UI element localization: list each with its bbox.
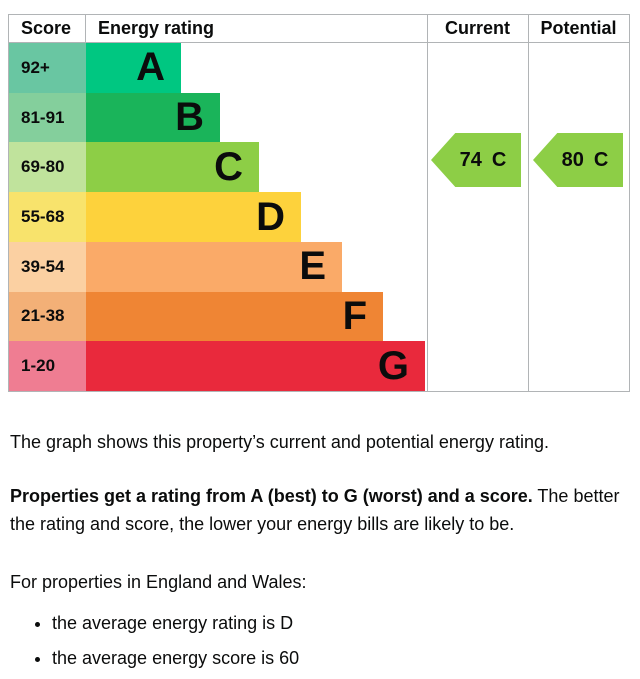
header-energy-rating: Energy rating xyxy=(98,18,215,38)
band-score-range-g: 1-20 xyxy=(9,341,86,392)
band-bar-b: B xyxy=(86,92,220,143)
rating-explanation-text: Properties get a rating from A (best) to… xyxy=(10,482,624,538)
band-score-range-f: 21-38 xyxy=(9,291,86,342)
band-row-d: 55-68 D xyxy=(9,192,629,242)
rating-explanation-rest: The better the rating and score, the low… xyxy=(10,486,620,534)
average-stats-list: the average energy rating is D the avera… xyxy=(10,609,624,672)
band-bar-a: A xyxy=(86,43,181,93)
chart-header: Score Energy rating Current Potential xyxy=(9,15,629,43)
band-score-range-c: 69-80 xyxy=(9,142,86,193)
average-score-item: the average energy score is 60 xyxy=(52,644,624,672)
band-bar-f: F xyxy=(86,291,383,342)
band-score-range-d: 55-68 xyxy=(9,192,86,242)
band-row-c: 69-80 C xyxy=(9,142,629,193)
rating-bands: 92+ A 81-91 B 69-80 C 55-68 D 39-54 E 21-38 F 1-20 G xyxy=(9,43,629,392)
epc-rating-chart: Score Energy rating Current Potential 92… xyxy=(8,14,630,392)
potential-band-letter: C xyxy=(593,148,609,171)
rating-explanation-bold: Properties get a rating from A (best) to… xyxy=(10,486,533,506)
band-score-range-a: 92+ xyxy=(9,43,86,93)
band-row-a: 92+ A xyxy=(9,43,629,93)
header-score: Score xyxy=(9,15,86,42)
band-bar-c: C xyxy=(86,142,259,193)
average-rating-item: the average energy rating is D xyxy=(52,609,624,637)
description-text: The graph shows this property’s current … xyxy=(10,428,624,672)
band-bar-g: G xyxy=(86,341,425,392)
band-row-g: 1-20 G xyxy=(9,341,629,392)
header-current: Current xyxy=(444,18,510,38)
current-band-letter: C xyxy=(491,148,507,171)
current-score-value: 74 xyxy=(459,148,482,171)
band-row-f: 21-38 F xyxy=(9,291,629,342)
potential-score-value: 80 xyxy=(561,148,584,171)
band-score-range-e: 39-54 xyxy=(9,241,86,292)
england-wales-heading: For properties in England and Wales: xyxy=(10,572,307,592)
column-divider-potential xyxy=(528,15,529,391)
band-row-e: 39-54 E xyxy=(9,241,629,292)
band-bar-d: D xyxy=(86,192,301,242)
column-divider-current xyxy=(427,15,428,391)
graph-summary-text: The graph shows this property’s current … xyxy=(10,432,549,452)
band-row-b: 81-91 B xyxy=(9,92,629,143)
band-bar-e: E xyxy=(86,241,342,292)
band-score-range-b: 81-91 xyxy=(9,92,86,143)
header-potential: Potential xyxy=(540,18,617,38)
